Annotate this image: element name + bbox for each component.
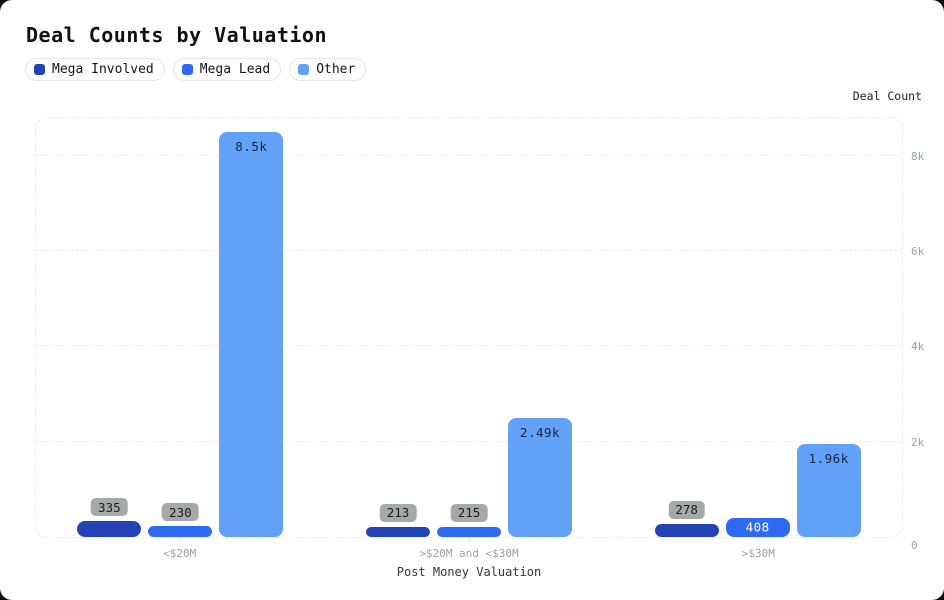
x-category-labels: <$20M >$20M and <$30M >$30M — [35, 547, 903, 560]
bar-value-label: 8.5k — [235, 139, 268, 154]
y-tick-8k: 8k — [911, 149, 925, 163]
gridline-4k — [36, 345, 902, 347]
y-tick-2k: 2k — [911, 435, 925, 449]
bar-value-label: 1.96k — [808, 450, 849, 466]
gridline-2k — [36, 440, 902, 442]
chart-title: Deal Counts by Valuation — [26, 23, 327, 47]
x-category-label-30m: >$30M — [741, 547, 775, 560]
legend-item-mega-lead[interactable]: Mega Lead — [172, 58, 282, 81]
legend-label: Mega Involved — [52, 62, 154, 77]
bar-value-label: 213 — [379, 503, 417, 522]
bar-other-20m[interactable]: 8.5k — [219, 132, 284, 537]
x-tick-mark — [180, 537, 182, 542]
x-category-label-20m-and-30m: >$20M and <$30M — [419, 547, 519, 560]
bar-mega-lead-20m[interactable]: 230 — [148, 503, 213, 537]
bar-group-20m-and-30m: 213 215 2.49k — [325, 118, 614, 542]
bar-mega-lead-20m-and-30m[interactable]: 215 — [437, 503, 501, 537]
x-tick-mark — [757, 537, 759, 542]
y-tick-4k: 4k — [911, 340, 925, 354]
bar-value-label: 215 — [450, 503, 488, 522]
bar-groups: 335 230 8.5k 213 215 2.49k 278 408 1.96k — [36, 118, 902, 542]
bar-mega-involved-30m[interactable]: 278 — [654, 500, 719, 537]
legend-item-mega-involved[interactable]: Mega Involved — [25, 58, 165, 81]
legend-swatch-icon — [34, 64, 45, 75]
bar-group-20m: 335 230 8.5k — [36, 118, 325, 542]
y-axis-title: Deal Count — [852, 89, 922, 103]
plot-area: 335 230 8.5k 213 215 2.49k 278 408 1.96k — [35, 117, 903, 542]
y-tick-6k: 6k — [911, 245, 925, 259]
bar-value-label: 335 — [91, 498, 128, 517]
x-tick-mark — [469, 537, 470, 542]
bar-other-20m-and-30m[interactable]: 2.49k — [508, 418, 572, 537]
gridline-8k — [36, 154, 902, 156]
bar-other-30m[interactable]: 1.96k — [796, 443, 861, 537]
x-axis-title: Post Money Valuation — [396, 565, 542, 579]
legend-swatch-icon — [181, 64, 193, 75]
bar-value-label: 278 — [668, 500, 705, 519]
legend-label: Mega Lead — [199, 62, 271, 77]
bar-mega-involved-20m[interactable]: 335 — [77, 498, 142, 537]
bar-value-label: 408 — [745, 519, 770, 535]
bar-mega-lead-30m[interactable]: 408 — [725, 517, 790, 537]
bar-value-label: 230 — [162, 503, 199, 522]
legend-swatch-icon — [298, 64, 310, 75]
bar-group-30m: 278 408 1.96k — [613, 118, 902, 542]
x-category-label-20m: <$20M — [163, 547, 197, 560]
bar-mega-involved-20m-and-30m[interactable]: 213 — [366, 503, 430, 537]
legend-item-other[interactable]: Other — [289, 58, 367, 81]
legend-label: Other — [316, 62, 356, 77]
gridline-6k — [36, 250, 902, 252]
bar-value-label: 2.49k — [519, 425, 561, 441]
legend: Mega Involved Mega Lead Other — [25, 58, 367, 81]
y-tick-0: 0 — [911, 539, 918, 552]
